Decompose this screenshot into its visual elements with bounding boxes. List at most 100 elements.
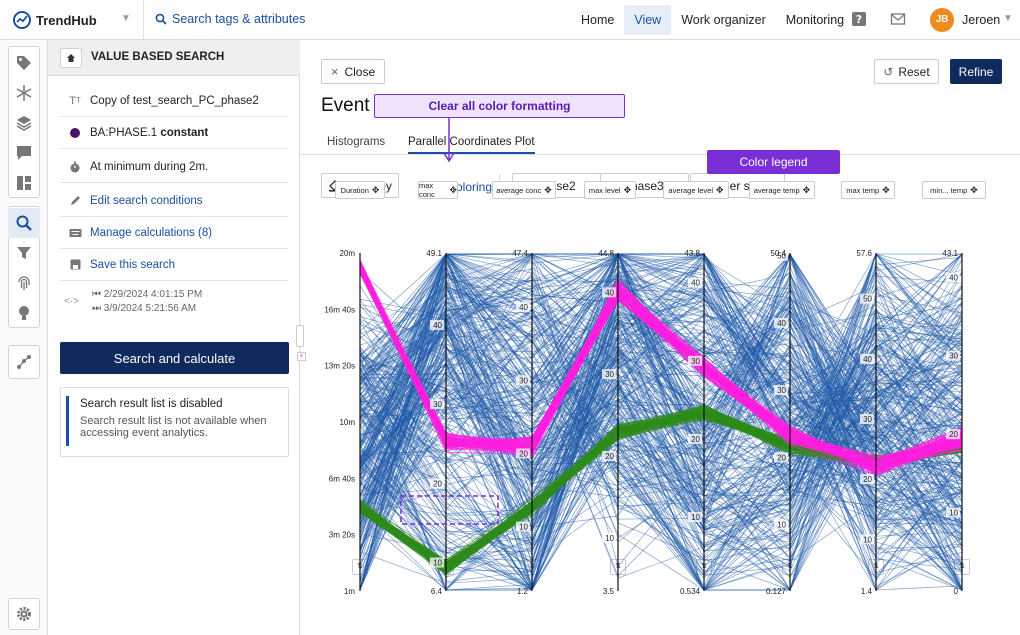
tab-parallel-coordinates[interactable]: Parallel Coordinates Plot <box>408 136 535 154</box>
save-icon <box>60 259 90 270</box>
sort-axis-icon[interactable]: ⇅ <box>352 559 368 575</box>
search-and-calculate-button[interactable]: Search and calculate <box>60 342 289 374</box>
nav-monitoring[interactable]: Monitoring <box>785 13 845 27</box>
mail-icon[interactable] <box>890 11 906 27</box>
manage-calculations-link[interactable]: Manage calculations (8) <box>60 217 288 249</box>
dashboard-icon[interactable] <box>8 168 40 198</box>
trendhub-logo-icon <box>13 11 31 29</box>
axis-header-5[interactable]: average temp ✥ <box>749 181 815 199</box>
axis-header-3[interactable]: max level ✥ <box>584 181 636 199</box>
axis-name: max conc <box>419 181 435 199</box>
date-start: ⏮ 2/29/2024 4:01:15 PM <box>92 289 203 300</box>
lightbulb-icon[interactable] <box>8 298 40 328</box>
search-label: Search tags & attributes <box>172 12 306 26</box>
panel-header: VALUE BASED SEARCH <box>48 40 300 76</box>
reset-button[interactable]: ↺ Reset <box>874 59 939 84</box>
move-icon[interactable]: ✥ <box>623 184 632 195</box>
search-icon[interactable] <box>8 208 40 238</box>
user-name[interactable]: Jeroen <box>962 13 1001 27</box>
edit-conditions-link[interactable]: Edit search conditions <box>60 185 288 217</box>
condition-row: BA:PHASE.1 constant <box>60 117 288 149</box>
axis-name: min... temp <box>930 185 968 195</box>
axis-header-0[interactable]: Duration ✥ <box>335 181 385 199</box>
date-range-icon: <·> <box>64 296 80 307</box>
move-icon[interactable]: ✥ <box>882 184 890 195</box>
axis-header-4[interactable]: average level ✥ <box>663 181 729 199</box>
avatar[interactable]: JB <box>930 8 954 32</box>
sort-axis-icon[interactable]: ⇅ <box>868 559 884 575</box>
sort-axis-icon[interactable]: ⇅ <box>954 559 970 575</box>
save-search-link[interactable]: Save this search <box>60 249 288 281</box>
sort-axis-icon[interactable]: ⇅ <box>524 559 540 575</box>
home-icon <box>67 54 75 62</box>
move-icon[interactable]: ✥ <box>371 184 380 195</box>
sort-axis-icon[interactable]: ⇅ <box>782 559 798 575</box>
condition-tag: BA:PHASE.1 <box>90 126 158 139</box>
graph-nodes-icon[interactable] <box>8 347 40 377</box>
info-text: Search result list is not available when… <box>80 415 267 439</box>
panel-resize-handle[interactable] <box>296 325 304 347</box>
chevron-down-icon[interactable]: ▼ <box>1003 13 1013 24</box>
comment-icon[interactable] <box>8 138 40 168</box>
nav-work-organizer[interactable]: Work organizer <box>681 13 766 27</box>
date-start-text: 2/29/2024 4:01:15 PM <box>103 289 203 300</box>
help-icon[interactable]: ? <box>851 11 867 27</box>
axis-header-2[interactable]: average conc ✥ <box>492 181 556 199</box>
axis-header-1[interactable]: max conc ✥ <box>418 181 458 199</box>
close-button[interactable]: × Close <box>321 59 385 84</box>
tag-icon[interactable] <box>8 48 40 78</box>
tab-bar: Histograms Parallel Coordinates Plot <box>301 128 1020 155</box>
search-name: Copy of test_search_PC_phase2 <box>90 94 259 107</box>
tag-search[interactable]: Search tags & attributes <box>155 12 305 26</box>
collapse-panel-icon[interactable]: × <box>297 352 306 361</box>
duration-text: At minimum during 2m. <box>90 160 209 173</box>
date-range[interactable]: <·> ⏮ 2/29/2024 4:01:15 PM ⏭ 3/9/2024 5:… <box>60 284 288 324</box>
info-content: Search result list is disabled Search re… <box>66 396 282 446</box>
axis-name: average level <box>668 185 714 195</box>
gear-icon[interactable] <box>8 599 40 629</box>
keyboard-icon <box>60 228 90 238</box>
divider <box>143 0 144 40</box>
axis-name: average temp <box>753 185 800 195</box>
stopwatch-icon <box>60 161 90 173</box>
axis-header-7[interactable]: min... temp ✥ <box>922 181 986 199</box>
pencil-icon <box>60 195 90 207</box>
condition-value: constant <box>160 126 209 139</box>
sort-axis-icon[interactable]: ⇅ <box>696 559 712 575</box>
svg-text:?: ? <box>856 13 862 26</box>
sort-axis-icon[interactable]: ⇅ <box>438 559 454 575</box>
nav-home[interactable]: Home <box>581 13 615 27</box>
date-end: ⏭ 3/9/2024 5:21:56 AM <box>92 303 197 314</box>
chevron-down-icon[interactable]: ▼ <box>121 13 131 24</box>
close-label: Close <box>344 64 376 79</box>
date-end-text: 3/9/2024 5:21:56 AM <box>103 303 197 314</box>
callout-color-legend: Color legend <box>707 150 840 174</box>
nav-view[interactable]: View <box>624 5 672 35</box>
layers-icon[interactable] <box>8 108 40 138</box>
manage-calculations-label: Manage calculations (8) <box>90 226 213 239</box>
search-icon <box>155 13 167 25</box>
move-icon[interactable]: ✥ <box>802 184 811 195</box>
move-icon[interactable]: ✥ <box>970 184 978 195</box>
axis-header-6[interactable]: max temp ✥ <box>841 181 895 199</box>
main-nav: Home View Work organizer Monitoring <box>571 0 854 40</box>
move-icon[interactable]: ✥ <box>544 184 552 195</box>
brand-logo[interactable]: TrendHub <box>12 10 97 30</box>
move-icon[interactable]: ✥ <box>449 184 457 195</box>
snowflake-icon[interactable] <box>8 78 40 108</box>
close-icon: × <box>330 64 339 79</box>
edit-conditions-label: Edit search conditions <box>90 194 203 207</box>
refine-button[interactable]: Refine <box>950 59 1002 84</box>
axis-name: max level <box>588 185 621 195</box>
fingerprint-icon[interactable] <box>8 268 40 298</box>
filter-icon[interactable] <box>8 238 40 268</box>
move-icon[interactable]: ✥ <box>716 184 724 195</box>
home-button[interactable] <box>60 48 82 68</box>
save-search-label: Save this search <box>90 258 176 271</box>
tab-histograms[interactable]: Histograms <box>327 136 386 148</box>
top-bar: TrendHub ▼ Search tags & attributes Home… <box>0 0 1020 40</box>
sort-axis-icon[interactable]: ⇅ <box>610 559 626 575</box>
